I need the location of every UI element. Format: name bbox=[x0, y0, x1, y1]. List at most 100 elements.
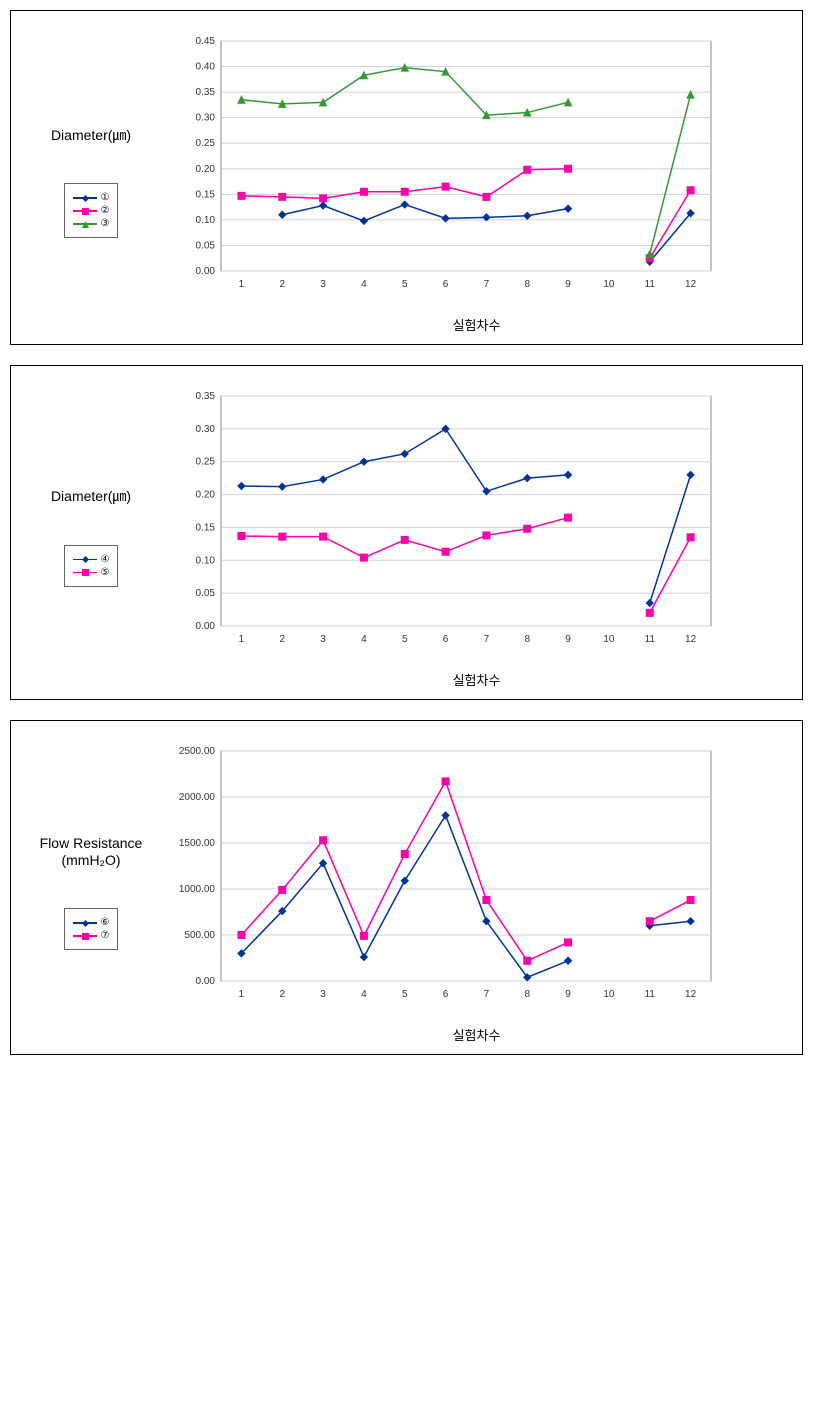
chart1-series-1-marker bbox=[401, 188, 408, 195]
chart2-ytick: 0.25 bbox=[196, 457, 216, 468]
chart1-xtick: 11 bbox=[645, 279, 656, 290]
chart1-legend-label: ③ bbox=[101, 218, 110, 229]
chart3-xtick: 1 bbox=[239, 989, 245, 1000]
chart1-ytick: 0.40 bbox=[196, 62, 216, 73]
chart3-xtick: 4 bbox=[361, 989, 367, 1000]
chart1-container: Diameter(㎛) ① ② ③ 0.000.050.100.150.200.… bbox=[10, 10, 803, 345]
chart3-ytick: 1500.00 bbox=[179, 838, 216, 849]
chart1-series-1-marker bbox=[687, 187, 694, 194]
chart1-legend: ① ② ③ bbox=[64, 183, 119, 238]
chart3-plot: 0.00500.001000.001500.002000.002500.0012… bbox=[161, 741, 792, 1044]
chart2-series-1-marker bbox=[646, 609, 653, 616]
chart1-xtick: 2 bbox=[279, 279, 285, 290]
chart3-yarea: Flow Resistance (mmH₂O) ⑥ ⑦ bbox=[21, 835, 161, 951]
chart1-ytick: 0.05 bbox=[196, 240, 216, 251]
chart3-xtick: 2 bbox=[279, 989, 285, 1000]
chart2-plot: 0.000.050.100.150.200.250.300.3512345678… bbox=[161, 386, 792, 689]
chart1-series-1-marker bbox=[320, 195, 327, 202]
chart2-series-1-marker bbox=[238, 532, 245, 539]
chart3-xtick: 3 bbox=[320, 989, 326, 1000]
chart1-legend-item: ② bbox=[73, 205, 110, 216]
chart1-series-1-marker bbox=[442, 183, 449, 190]
chart1-series-1-marker bbox=[279, 193, 286, 200]
chart3-xtick: 6 bbox=[443, 989, 449, 1000]
chart2-xtick: 12 bbox=[685, 634, 697, 645]
chart2-xtick: 9 bbox=[565, 634, 571, 645]
chart2-legend-label: ⑤ bbox=[101, 567, 110, 578]
chart2-ytick: 0.05 bbox=[196, 588, 216, 599]
chart2-xtick: 10 bbox=[603, 634, 615, 645]
chart2-xtick: 8 bbox=[524, 634, 530, 645]
chart3-series-1-marker bbox=[320, 837, 327, 844]
chart1-ytick: 0.35 bbox=[196, 87, 216, 98]
chart1-xtick: 12 bbox=[685, 279, 697, 290]
chart1-ytick: 0.45 bbox=[196, 36, 216, 47]
chart1-xtick: 5 bbox=[402, 279, 408, 290]
chart2-legend-label: ④ bbox=[101, 554, 110, 565]
chart2-xtick: 6 bbox=[443, 634, 449, 645]
chart3-xtick: 8 bbox=[524, 989, 530, 1000]
chart1-xtick: 7 bbox=[484, 279, 490, 290]
chart3-legend-label: ⑥ bbox=[101, 917, 110, 928]
chart3-ytick: 1000.00 bbox=[179, 884, 216, 895]
chart3-series-1-marker bbox=[401, 851, 408, 858]
chart3-series-1-marker bbox=[442, 778, 449, 785]
chart3-legend-item: ⑦ bbox=[73, 930, 110, 941]
chart1-legend-label: ① bbox=[101, 192, 110, 203]
chart1-series-1-marker bbox=[483, 193, 490, 200]
chart1-xtick: 9 bbox=[565, 279, 571, 290]
chart1-svg: 0.000.050.100.150.200.250.300.350.400.45… bbox=[161, 31, 721, 311]
chart2-series-1-marker bbox=[524, 525, 531, 532]
chart1-ytick: 0.30 bbox=[196, 113, 216, 124]
chart1-legend-item: ① bbox=[73, 192, 110, 203]
chart2-legend: ④ ⑤ bbox=[64, 545, 119, 587]
chart1-legend-label: ② bbox=[101, 205, 110, 216]
chart3-series-1-marker bbox=[483, 897, 490, 904]
chart3-series-1-marker bbox=[360, 932, 367, 939]
chart3-xtick: 10 bbox=[603, 989, 615, 1000]
chart1-xlabel: 실험차수 bbox=[161, 315, 792, 334]
chart1-legend-item: ③ bbox=[73, 218, 110, 229]
chart3-xtick: 7 bbox=[484, 989, 490, 1000]
chart2-ylabel: Diameter(㎛) bbox=[51, 488, 131, 505]
chart2-legend-item: ④ bbox=[73, 554, 110, 565]
chart1-yarea: Diameter(㎛) ① ② ③ bbox=[21, 127, 161, 239]
chart2-ytick: 0.30 bbox=[196, 424, 216, 435]
chart1-xtick: 3 bbox=[320, 279, 326, 290]
chart3-ytick: 0.00 bbox=[196, 976, 216, 987]
chart1-series-1-marker bbox=[524, 166, 531, 173]
chart1-series-1-marker bbox=[565, 165, 572, 172]
chart2-xtick: 5 bbox=[402, 634, 408, 645]
chart2-series-1-marker bbox=[360, 554, 367, 561]
chart3-ylabel: Flow Resistance (mmH₂O) bbox=[21, 835, 161, 869]
chart2-series-1-marker bbox=[401, 536, 408, 543]
chart2-ytick: 0.20 bbox=[196, 490, 216, 501]
chart1-ylabel: Diameter(㎛) bbox=[51, 127, 131, 144]
chart1-plot: 0.000.050.100.150.200.250.300.350.400.45… bbox=[161, 31, 792, 334]
chart2-series-1-marker bbox=[483, 532, 490, 539]
chart3-svg: 0.00500.001000.001500.002000.002500.0012… bbox=[161, 741, 721, 1021]
chart1-xtick: 4 bbox=[361, 279, 367, 290]
chart1-xtick: 10 bbox=[603, 279, 615, 290]
chart2-ytick: 0.00 bbox=[196, 621, 216, 632]
chart2-ytick: 0.35 bbox=[196, 391, 216, 402]
chart2-xtick: 3 bbox=[320, 634, 326, 645]
chart3-series-1-marker bbox=[279, 886, 286, 893]
chart3-xtick: 5 bbox=[402, 989, 408, 1000]
chart2-xtick: 2 bbox=[279, 634, 285, 645]
chart3-legend-label: ⑦ bbox=[101, 930, 110, 941]
chart2-legend-item: ⑤ bbox=[73, 567, 110, 578]
chart2-svg: 0.000.050.100.150.200.250.300.3512345678… bbox=[161, 386, 721, 666]
chart3-xtick: 9 bbox=[565, 989, 571, 1000]
chart2-series-1-marker bbox=[279, 533, 286, 540]
chart2-xlabel: 실험차수 bbox=[161, 670, 792, 689]
chart1-ytick: 0.20 bbox=[196, 164, 216, 175]
chart2-series-1-marker bbox=[687, 534, 694, 541]
chart1-ytick: 0.25 bbox=[196, 138, 216, 149]
chart3-series-1-marker bbox=[524, 957, 531, 964]
chart1-ytick: 0.15 bbox=[196, 189, 216, 200]
chart1-series-1-marker bbox=[238, 192, 245, 199]
chart3-series-1-marker bbox=[238, 932, 245, 939]
chart2-xtick: 11 bbox=[645, 634, 656, 645]
chart3-series-1-marker bbox=[565, 939, 572, 946]
